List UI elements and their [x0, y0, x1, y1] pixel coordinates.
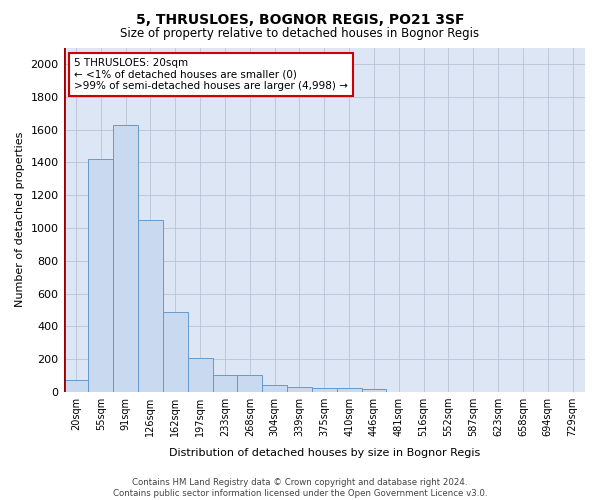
- Bar: [64, 380, 88, 392]
- Text: Size of property relative to detached houses in Bognor Regis: Size of property relative to detached ho…: [121, 28, 479, 40]
- Text: Contains HM Land Registry data © Crown copyright and database right 2024.
Contai: Contains HM Land Registry data © Crown c…: [113, 478, 487, 498]
- Bar: [88, 159, 113, 392]
- Bar: [362, 389, 386, 392]
- Bar: [262, 386, 287, 392]
- Bar: [212, 375, 238, 392]
- Bar: [113, 124, 138, 392]
- Bar: [238, 375, 262, 392]
- Text: 5, THRUSLOES, BOGNOR REGIS, PO21 3SF: 5, THRUSLOES, BOGNOR REGIS, PO21 3SF: [136, 12, 464, 26]
- X-axis label: Distribution of detached houses by size in Bognor Regis: Distribution of detached houses by size …: [169, 448, 480, 458]
- Bar: [188, 358, 212, 392]
- Y-axis label: Number of detached properties: Number of detached properties: [15, 132, 25, 308]
- Bar: [138, 220, 163, 392]
- Bar: [163, 312, 188, 392]
- Bar: [312, 388, 337, 392]
- Bar: [287, 388, 312, 392]
- Bar: [337, 388, 362, 392]
- Text: 5 THRUSLOES: 20sqm
← <1% of detached houses are smaller (0)
>99% of semi-detache: 5 THRUSLOES: 20sqm ← <1% of detached hou…: [74, 58, 348, 91]
